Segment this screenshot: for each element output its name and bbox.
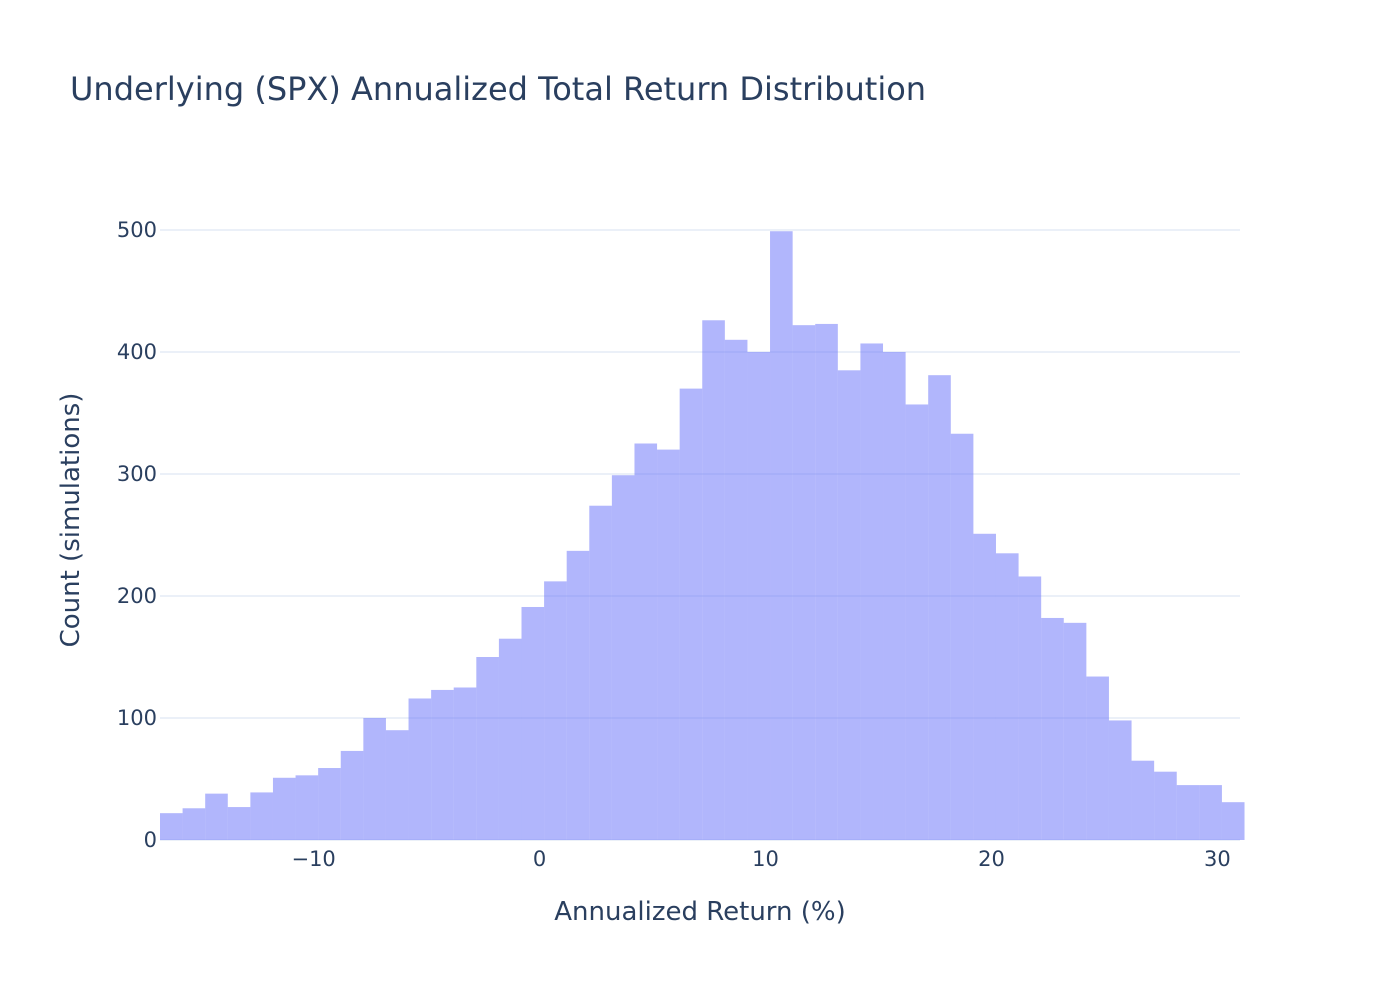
histogram-bar (1108, 720, 1132, 840)
histogram-bar (521, 606, 545, 840)
histogram-bar (883, 352, 906, 840)
y-tick-label: 100 (117, 706, 157, 730)
histogram-bar (1221, 802, 1245, 840)
histogram-bar (227, 807, 251, 840)
histogram-bar (498, 638, 522, 840)
histogram-bar (160, 813, 183, 840)
histogram-bar (205, 793, 228, 840)
histogram-bar (453, 687, 477, 840)
histogram-bar (544, 581, 567, 840)
histogram-bar (679, 388, 703, 840)
x-tick-label: −10 (291, 847, 335, 871)
x-axis-ticks: −10 0 10 20 30 (291, 847, 1230, 871)
y-tick-label: 200 (117, 584, 157, 608)
y-tick-label: 500 (117, 218, 157, 242)
histogram-bar (272, 777, 296, 840)
histogram-bar (385, 730, 409, 840)
histogram-bar (770, 231, 793, 841)
histogram-bar (634, 443, 658, 840)
histogram-bar (928, 375, 951, 840)
histogram-bar (431, 689, 454, 840)
histogram-bar (363, 718, 386, 840)
y-tick-label: 0 (144, 828, 157, 852)
histogram-bar (1199, 785, 1222, 840)
histogram-bar (589, 505, 612, 840)
histogram-bar (182, 808, 206, 840)
histogram-bar (837, 370, 861, 840)
histogram-bar (566, 550, 590, 840)
histogram-bar (1086, 676, 1109, 840)
histogram-bar (611, 475, 635, 840)
histogram-bar (657, 449, 680, 840)
histogram-bar (1176, 785, 1200, 840)
histogram-bar (1018, 576, 1042, 840)
x-tick-label: 20 (978, 847, 1005, 871)
bars-layer (160, 231, 1245, 841)
histogram-bar (318, 768, 341, 840)
histogram-bar (1131, 760, 1155, 840)
histogram-bar (476, 657, 499, 840)
histogram-bar (1063, 622, 1087, 840)
x-tick-label: 10 (752, 847, 779, 871)
x-tick-label: 0 (533, 847, 546, 871)
histogram-bar (905, 404, 929, 840)
chart-title: Underlying (SPX) Annualized Total Return… (70, 70, 926, 108)
x-tick-label: 30 (1204, 847, 1231, 871)
histogram-bar (1041, 617, 1064, 840)
histogram-bar (747, 352, 771, 840)
histogram-bar (702, 320, 725, 840)
histogram-bar (408, 698, 432, 840)
histogram-bar (860, 343, 884, 840)
histogram-bar (995, 553, 1019, 840)
histogram-bar (250, 792, 273, 840)
histogram-bar (724, 339, 748, 840)
histogram-bar (815, 323, 838, 840)
histogram-bar (792, 325, 816, 840)
histogram-bar (973, 533, 996, 840)
histogram-bar (950, 433, 974, 840)
y-axis-title: Count (simulations) (56, 393, 86, 648)
y-tick-label: 300 (117, 462, 157, 486)
histogram-bar (295, 775, 319, 840)
y-tick-label: 400 (117, 340, 157, 364)
y-axis-ticks: 0 100 200 300 400 500 (117, 218, 157, 852)
x-axis-title: Annualized Return (%) (554, 897, 846, 927)
histogram-bar (340, 750, 364, 840)
histogram-bar (1154, 771, 1177, 840)
